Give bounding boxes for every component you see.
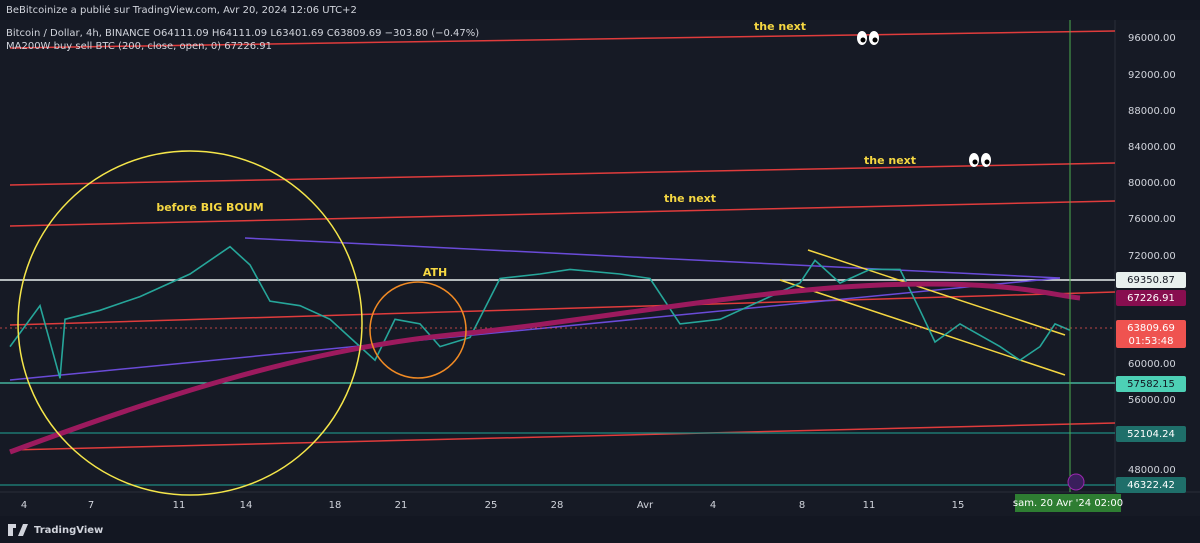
trend-line xyxy=(9,200,1116,227)
highlight-circle xyxy=(17,150,363,496)
price-label: 76000.00 xyxy=(1128,214,1176,225)
price-tag xyxy=(1116,320,1186,348)
price-path xyxy=(9,245,1071,379)
annotation: before BIG BOUM xyxy=(156,201,263,214)
time-label: 25 xyxy=(485,500,498,511)
indicator-legend: MA200W buy sell BTC (200, close, open, 0… xyxy=(6,41,272,52)
crosshair-time-tag xyxy=(1015,494,1121,512)
price-label: 72000.00 xyxy=(1128,251,1176,262)
eyes-emoji xyxy=(969,153,991,167)
time-label: 4 xyxy=(21,500,27,511)
time-label: 11 xyxy=(173,500,186,511)
logo xyxy=(8,524,28,536)
price-label: 80000.00 xyxy=(1128,178,1176,189)
price-label: 56000.00 xyxy=(1128,395,1176,406)
channel-line xyxy=(807,249,1066,336)
time-label: 8 xyxy=(799,500,805,511)
time-label: Avr xyxy=(637,500,654,511)
top-bar xyxy=(0,0,1200,20)
price-tag-label: 69350.87 xyxy=(1127,275,1175,286)
annotation: ATH xyxy=(423,266,447,279)
price-label: 48000.00 xyxy=(1128,465,1176,476)
time-label: 7 xyxy=(88,500,94,511)
time-label: 4 xyxy=(710,500,716,511)
time-label: 18 xyxy=(329,500,342,511)
price-tag-label: 52104.24 xyxy=(1127,429,1175,440)
triangle-line xyxy=(9,277,1061,381)
triangle-line xyxy=(244,237,1061,279)
time-label: 15 xyxy=(952,500,965,511)
annotation: the next xyxy=(664,192,716,205)
price-label: 88000.00 xyxy=(1128,106,1176,117)
trend-line xyxy=(9,291,1116,326)
price-tag-label: 57582.15 xyxy=(1127,379,1175,390)
price-tag-label: 67226.91 xyxy=(1127,293,1175,304)
annotation: the next xyxy=(864,154,916,167)
price-label: 96000.00 xyxy=(1128,33,1176,44)
highlight-circle xyxy=(369,281,467,379)
price-label: 60000.00 xyxy=(1128,359,1176,370)
brand: TradingView xyxy=(34,525,103,536)
alert-icon[interactable] xyxy=(1067,473,1085,491)
ma-curve xyxy=(9,281,1081,455)
eyes-emoji xyxy=(857,31,879,45)
trend-line xyxy=(9,422,1116,451)
trend-line xyxy=(9,162,1116,186)
time-label: 11 xyxy=(863,500,876,511)
time-label: 28 xyxy=(551,500,564,511)
price-tag xyxy=(1116,290,1186,306)
price-tag xyxy=(1116,272,1186,288)
trend-line xyxy=(9,30,1116,49)
price-tag xyxy=(1116,477,1186,493)
price-label: 92000.00 xyxy=(1128,70,1176,81)
price-tag xyxy=(1116,376,1186,392)
crosshair-time: sam. 20 Avr '24 02:00 xyxy=(1013,498,1123,509)
price-tag-label: 46322.42 xyxy=(1127,480,1175,491)
annotation: the next xyxy=(754,20,806,33)
price-tag xyxy=(1116,426,1186,442)
price-tag-label: 63809.69 xyxy=(1127,323,1175,334)
time-label: 21 xyxy=(395,500,408,511)
publish-info: BeBitcoinize a publié sur TradingView.co… xyxy=(6,4,357,16)
footer xyxy=(0,516,1200,543)
price-label: 84000.00 xyxy=(1128,142,1176,153)
time-label: 14 xyxy=(240,500,253,511)
symbol-legend: Bitcoin / Dollar, 4h, BINANCE O64111.09 … xyxy=(6,28,479,39)
countdown: 01:53:48 xyxy=(1129,336,1174,347)
